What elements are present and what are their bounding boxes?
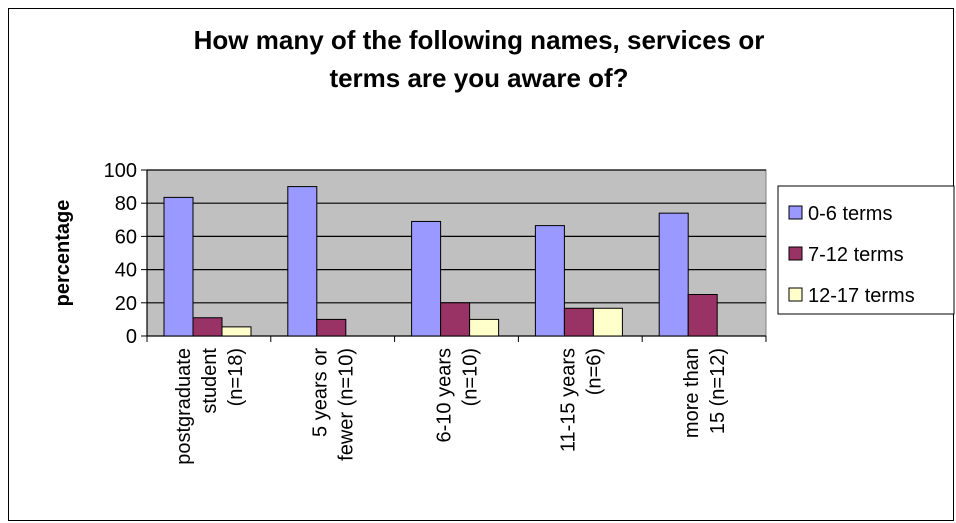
x-tick-label: (n=18): [225, 348, 247, 406]
legend-label: 7-12 terms: [808, 244, 904, 266]
x-tick-label: student: [199, 348, 221, 414]
chart-title: How many of the following names, service…: [9, 21, 949, 97]
bar-12-17-terms: [469, 318, 500, 337]
bar-7-12-terms: [316, 318, 347, 337]
bar-7-12-terms: [440, 302, 471, 337]
y-tick-label: 100: [104, 160, 137, 182]
legend-label: 12-17 terms: [808, 285, 915, 307]
bar-0-6-terms: [658, 212, 689, 337]
bar-7-12-terms: [687, 294, 718, 337]
y-tick-label: 0: [126, 326, 137, 348]
x-tick-label: fewer (n=10): [336, 348, 358, 461]
bar-0-6-terms: [534, 225, 565, 337]
legend-swatch: [788, 287, 803, 302]
bar-7-12-terms: [563, 307, 594, 337]
x-tick-label: (n=6): [583, 348, 605, 395]
legend-label: 0-6 terms: [808, 203, 892, 225]
chart-title-line-2: terms are you aware of?: [329, 63, 629, 93]
x-tick-label: (n=10): [460, 348, 482, 406]
x-tick-label: 11-15 years: [557, 348, 579, 452]
y-tick-label: 20: [115, 293, 137, 315]
bar-7-12-terms: [192, 317, 223, 337]
x-tick-label: more than: [681, 348, 703, 438]
legend-box: [777, 185, 955, 315]
bar-12-17-terms: [592, 307, 623, 337]
y-tick-label: 80: [115, 193, 137, 215]
y-axis-title: percentage: [52, 200, 74, 307]
bar-0-6-terms: [411, 220, 442, 337]
x-tick-label: 15 (n=12): [707, 348, 729, 434]
y-tick-label: 60: [115, 226, 137, 248]
x-tick-label: postgraduate: [173, 348, 195, 465]
x-tick-label: 5 years or: [310, 348, 332, 437]
bar-0-6-terms: [287, 186, 318, 337]
y-tick-label: 40: [115, 260, 137, 282]
x-tick-label: 6-10 years: [434, 348, 456, 443]
legend-swatch: [788, 205, 803, 220]
chart-title-line-1: How many of the following names, service…: [193, 25, 765, 55]
bar-0-6-terms: [163, 196, 194, 337]
bar-12-17-terms: [221, 326, 252, 337]
legend-swatch: [788, 246, 803, 261]
